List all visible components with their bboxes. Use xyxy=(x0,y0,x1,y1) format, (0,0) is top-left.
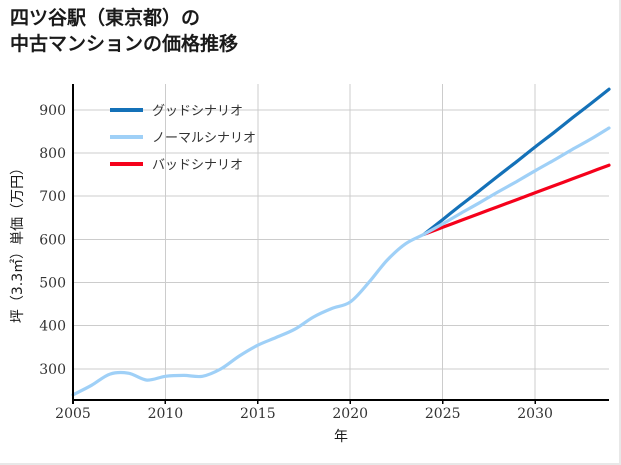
chart-title-line1: 四ツ谷駅（東京都）の xyxy=(10,7,201,29)
y-tick-label: 700 xyxy=(39,189,66,205)
x-tick-label: 2015 xyxy=(240,406,276,422)
chart-title: 四ツ谷駅（東京都）の中古マンションの価格推移 xyxy=(10,6,430,57)
y-tick-label: 300 xyxy=(39,362,66,378)
y-tick-label: 400 xyxy=(39,319,66,335)
x-tick-label: 2025 xyxy=(425,406,461,422)
gridlines xyxy=(73,84,609,400)
legend-label: グッドシナリオ xyxy=(152,104,243,119)
series-lines xyxy=(71,87,611,397)
series-line xyxy=(422,87,611,236)
y-tick-labels: 300 400 500 600 700 800 900 xyxy=(39,103,66,378)
x-tick-label: 2005 xyxy=(55,406,91,422)
series-line xyxy=(71,126,611,397)
x-tick-label: 2010 xyxy=(148,406,184,422)
x-tick-label: 2020 xyxy=(332,406,368,422)
y-tick-label: 900 xyxy=(39,103,66,119)
y-tick-label: 500 xyxy=(39,276,66,292)
chart-title-line2: 中古マンションの価格推移 xyxy=(10,32,239,55)
axis-spines xyxy=(72,84,609,401)
y-tick-label: 600 xyxy=(39,232,66,248)
x-axis-label: 年 xyxy=(334,429,348,445)
y-axis-label: 坪（3.3㎡）単価（万円） xyxy=(10,161,26,323)
y-tick-label: 800 xyxy=(39,146,66,162)
x-tick-label: 2030 xyxy=(517,406,553,422)
x-tick-labels: 2005 2010 2015 2020 2025 2030 xyxy=(55,400,553,422)
legend-label: ノーマルシナリオ xyxy=(152,131,256,146)
series-line xyxy=(422,163,611,236)
legend-label: バッドシナリオ xyxy=(152,158,243,173)
